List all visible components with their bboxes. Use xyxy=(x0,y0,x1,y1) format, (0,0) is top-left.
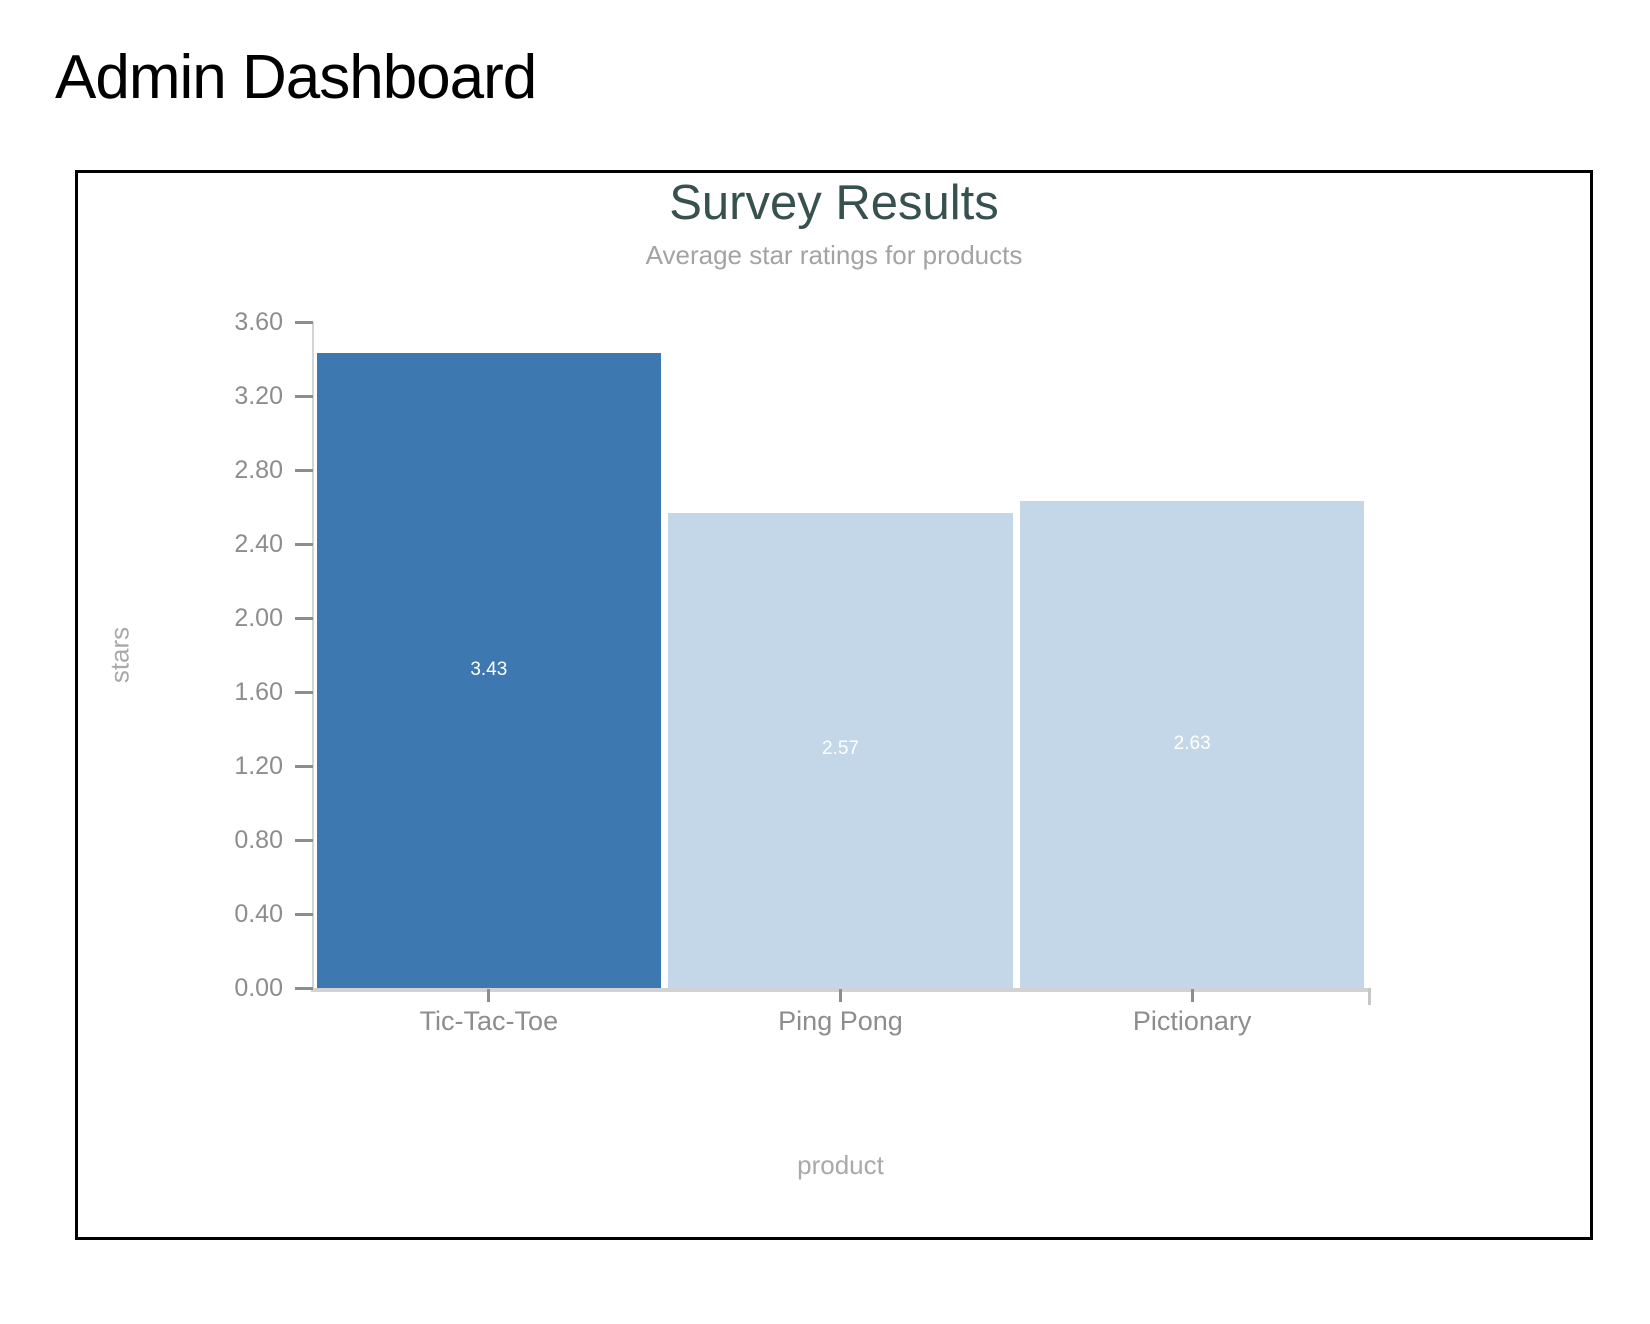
x-axis-tick xyxy=(487,989,491,1002)
bar[interactable] xyxy=(316,353,662,988)
page-title: Admin Dashboard xyxy=(55,43,537,112)
y-axis-tick-label: 0.00 xyxy=(234,974,283,1002)
y-axis-tick xyxy=(295,468,313,472)
y-axis-tick xyxy=(295,616,313,620)
y-axis-tick-label: 1.60 xyxy=(234,678,283,706)
y-axis-tick-label: 2.00 xyxy=(234,604,283,632)
y-axis-tick xyxy=(295,394,313,398)
plot-area: 0.00 0.40 0.80 1.20 1.60 2.00 2.40 2.80 3.20 3.60… xyxy=(234,308,1371,1036)
x-axis-end-tick xyxy=(1368,988,1371,1005)
bar-value-label: 3.43 xyxy=(470,658,508,680)
y-axis-tick xyxy=(295,690,313,694)
x-axis-tick-label: Pictionary xyxy=(1132,1006,1252,1036)
bar[interactable] xyxy=(1019,501,1365,988)
y-axis-tick-label: 3.60 xyxy=(234,308,283,336)
x-axis-tick-label: Ping Pong xyxy=(778,1006,903,1036)
y-axis-tick xyxy=(295,764,313,768)
y-axis-line xyxy=(312,322,314,990)
x-axis-title: product xyxy=(797,1150,884,1180)
x-axis-tick xyxy=(839,989,842,1002)
y-axis-tick-label: 2.80 xyxy=(234,456,283,484)
chart-subtitle: Average star ratings for products xyxy=(645,240,1023,270)
y-axis-tick-label: 1.20 xyxy=(234,752,283,780)
bar-value-label: 2.63 xyxy=(1173,732,1211,754)
bar[interactable] xyxy=(668,512,1013,988)
x-axis-tick-label: Tic-Tac-Toe xyxy=(419,1006,559,1036)
y-axis-tick-label: 0.40 xyxy=(234,900,283,928)
y-axis-tick xyxy=(295,320,313,324)
y-axis-tick xyxy=(295,838,313,842)
y-axis-tick-label: 3.20 xyxy=(234,382,283,410)
bar-value-label: 2.57 xyxy=(821,738,859,760)
x-axis-tick xyxy=(1190,989,1194,1002)
chart-card: Survey Results Average star ratings for … xyxy=(75,170,1593,1240)
y-axis-tick-label: 0.80 xyxy=(234,826,283,854)
y-axis-tick xyxy=(295,986,313,990)
chart-title: Survey Results xyxy=(669,176,999,230)
y-axis-tick-label: 2.40 xyxy=(234,530,283,558)
y-axis-title: stars xyxy=(104,626,135,684)
y-axis-tick xyxy=(295,912,313,916)
y-axis-tick xyxy=(295,542,313,546)
